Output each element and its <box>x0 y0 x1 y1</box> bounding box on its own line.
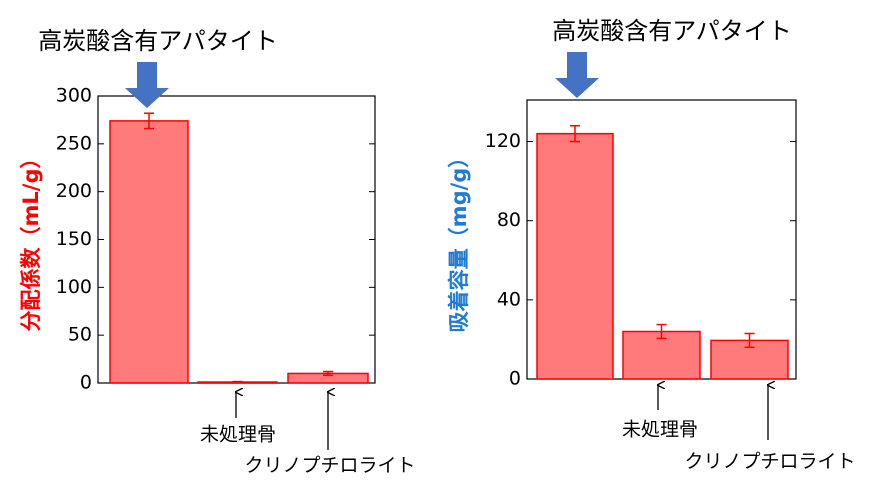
category-label: クリノプチロライト <box>684 451 855 473</box>
bar <box>109 120 189 384</box>
y-tick-label: 40 <box>497 288 521 310</box>
y-tick-label: 120 <box>485 130 521 152</box>
category-label: 未処理骨 <box>622 419 698 441</box>
category-label: 未処理骨 <box>200 424 276 446</box>
y-tick-label: 200 <box>56 180 92 202</box>
highlight-arrow <box>125 62 169 108</box>
y-tick-label: 300 <box>56 85 92 107</box>
y-axis-label: 吸着容量（mg/g） <box>447 147 471 333</box>
y-tick-label: 100 <box>56 276 92 298</box>
y-tick-label: 250 <box>56 132 92 154</box>
y-axis-label: 分配係数（mL/g） <box>19 148 43 332</box>
y-tick-label: 80 <box>497 209 521 231</box>
bar <box>536 132 614 380</box>
y-tick-label: 0 <box>509 368 521 390</box>
y-tick-label: 0 <box>80 372 92 394</box>
y-tick-label: 150 <box>56 228 92 250</box>
category-label: クリノプチロライト <box>244 455 415 477</box>
highlight-label: 高炭酸含有アパタイト <box>38 27 278 55</box>
y-tick-label: 50 <box>68 324 92 346</box>
highlight-label: 高炭酸含有アパタイト <box>552 17 792 45</box>
highlight-arrow <box>555 52 599 98</box>
